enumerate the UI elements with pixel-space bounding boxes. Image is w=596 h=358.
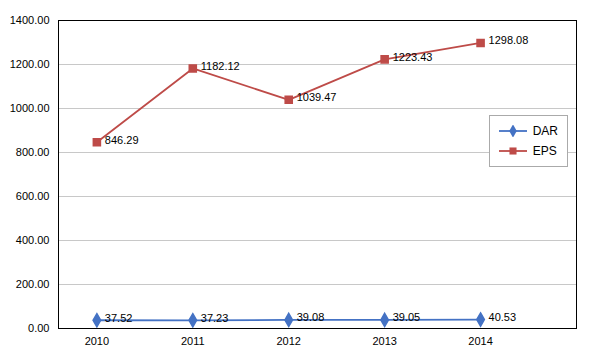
svg-text:40.53: 40.53 xyxy=(489,311,517,323)
svg-text:800.00: 800.00 xyxy=(16,146,50,158)
svg-text:1000.00: 1000.00 xyxy=(10,102,50,114)
svg-text:2010: 2010 xyxy=(85,335,109,347)
svg-text:1200.00: 1200.00 xyxy=(10,58,50,70)
svg-text:0.00: 0.00 xyxy=(28,322,49,334)
svg-text:39.08: 39.08 xyxy=(297,311,325,323)
svg-text:2013: 2013 xyxy=(372,335,396,347)
html-text:DAR: DAR xyxy=(532,124,558,139)
svg-text:600.00: 600.00 xyxy=(16,190,50,202)
svg-text:400.00: 400.00 xyxy=(16,234,50,246)
svg-text:37.23: 37.23 xyxy=(201,312,229,324)
svg-text:2014: 2014 xyxy=(468,335,492,347)
svg-text:2011: 2011 xyxy=(181,335,205,347)
svg-text:846.29: 846.29 xyxy=(105,134,139,146)
svg-text:37.52: 37.52 xyxy=(105,312,133,324)
svg-text:2012: 2012 xyxy=(276,335,300,347)
svg-text:1039.47: 1039.47 xyxy=(297,91,337,103)
svg-text:1400.00: 1400.00 xyxy=(10,14,50,26)
svg-text:1298.08: 1298.08 xyxy=(489,34,529,46)
svg-text:1182.12: 1182.12 xyxy=(201,60,240,72)
html-text:EPS: EPS xyxy=(532,144,557,159)
svg-text:39.05: 39.05 xyxy=(393,311,421,323)
svg-text:200.00: 200.00 xyxy=(16,278,50,290)
svg-text:1223.43: 1223.43 xyxy=(393,51,433,63)
